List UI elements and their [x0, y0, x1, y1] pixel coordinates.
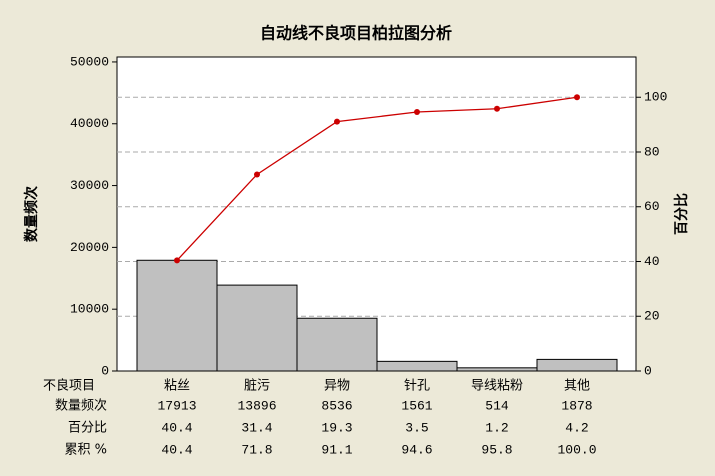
y-axis-label: 数量频次	[23, 186, 40, 242]
count-label: 17913	[157, 398, 196, 413]
bar	[376, 360, 458, 372]
bar	[456, 367, 538, 372]
cumulative-point	[574, 94, 580, 101]
cumulative-point	[174, 257, 180, 264]
cumulative-point	[254, 171, 260, 178]
y-tick-label: 30000	[70, 178, 109, 193]
bar	[536, 358, 618, 372]
bar	[296, 317, 378, 372]
y-tick-label: 10000	[70, 302, 109, 317]
y2-tick-label: 40	[644, 254, 660, 269]
category-label: 粘丝	[164, 379, 190, 394]
count-label: 1561	[401, 398, 432, 413]
cumulative-point	[414, 109, 420, 116]
y2-tick-label: 20	[644, 309, 660, 324]
category-label: 导线粘粉	[471, 379, 523, 394]
cumulative-label: 91.1	[321, 442, 352, 457]
y2-tick-label: 100	[644, 90, 667, 105]
row-label: 累积 %	[65, 443, 108, 458]
chart-title: 自动线不良项目柏拉图分析	[260, 24, 452, 43]
cumulative-label: 100.0	[557, 442, 596, 457]
y2-axis-label: 百分比	[673, 193, 690, 235]
percent-label: 40.4	[161, 420, 192, 435]
count-label: 514	[485, 398, 509, 413]
y2-tick-label: 80	[644, 144, 660, 159]
percent-label: 31.4	[241, 420, 272, 435]
bar	[136, 259, 218, 372]
cumulative-point	[334, 118, 340, 125]
y-tick-label: 40000	[70, 116, 109, 131]
y-tick-label: 20000	[70, 240, 109, 255]
category-label: 其他	[564, 379, 590, 394]
category-label: 脏污	[244, 379, 270, 394]
y-tick-label: 0	[101, 363, 109, 378]
percent-label: 3.5	[405, 420, 428, 435]
y2-tick-label: 0	[644, 363, 652, 378]
count-label: 13896	[237, 398, 276, 413]
percent-label: 1.2	[485, 420, 508, 435]
row-label: 数量频次	[55, 398, 107, 414]
percent-label: 19.3	[321, 420, 352, 435]
y-tick-label: 50000	[70, 54, 109, 69]
cumulative-label: 71.8	[241, 442, 272, 457]
cumulative-label: 40.4	[161, 442, 192, 457]
cumulative-point	[494, 105, 500, 112]
row-label: 百分比	[68, 421, 107, 436]
cumulative-line	[176, 96, 578, 261]
category-label: 异物	[324, 379, 350, 394]
cumulative-label: 94.6	[401, 442, 432, 457]
category-label: 针孔	[404, 379, 430, 394]
count-label: 1878	[561, 398, 592, 413]
cumulative-label: 95.8	[481, 442, 512, 457]
percent-label: 4.2	[565, 420, 588, 435]
count-label: 8536	[321, 398, 352, 413]
bar	[216, 284, 298, 372]
y2-tick-label: 60	[644, 199, 660, 214]
row-label: 不良项目	[43, 378, 95, 394]
